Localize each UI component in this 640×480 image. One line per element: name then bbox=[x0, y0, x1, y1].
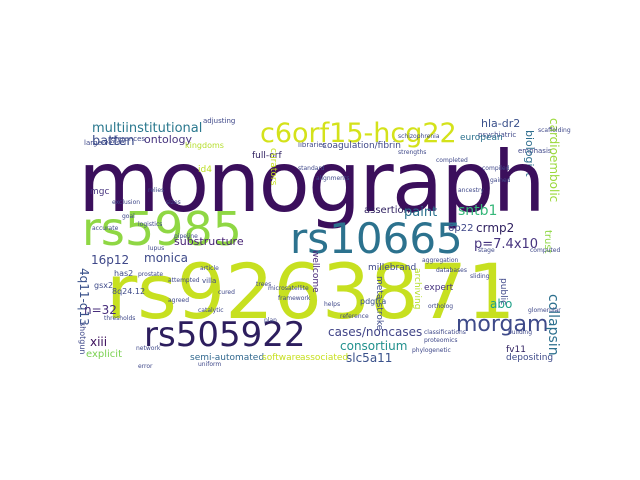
word-exclusion: exclusion bbox=[112, 200, 140, 206]
word-cloud: large-vessel references adjusting emphas… bbox=[78, 118, 566, 364]
word-framework: framework bbox=[278, 296, 310, 302]
word-thresholds: thresholds bbox=[104, 316, 135, 322]
word-strengths: strengths bbox=[398, 150, 426, 156]
word-gained: gained bbox=[490, 178, 510, 184]
word-gsx2: gsx2 bbox=[94, 282, 113, 290]
word-8q24.12: 8q24.12 bbox=[112, 288, 145, 296]
word-rs505922: rs505922 bbox=[144, 318, 305, 352]
word-lupus: lupus bbox=[148, 246, 164, 252]
word-has2: has2 bbox=[114, 270, 133, 278]
word-attempted: attempted bbox=[168, 278, 200, 284]
word-agreed: agreed bbox=[168, 298, 189, 304]
word-associated: associated bbox=[300, 354, 348, 363]
word-compiled: compiled bbox=[482, 166, 509, 172]
word-aggregation: aggregation bbox=[422, 258, 458, 264]
word-xiii: xiii bbox=[90, 336, 107, 348]
word-sizes: sizes bbox=[166, 200, 181, 206]
word-microsatellite: microsatellite bbox=[268, 286, 309, 292]
word-standard: standard bbox=[298, 166, 325, 172]
word-logistics: logistics bbox=[138, 222, 162, 228]
word-pipeline: pipeline bbox=[174, 234, 198, 240]
word-public: public bbox=[498, 278, 507, 305]
word-id4: id4 bbox=[198, 166, 212, 175]
word-error: error bbox=[138, 364, 153, 370]
word-expert: expert bbox=[424, 284, 453, 293]
word-building: building bbox=[508, 330, 532, 336]
word-ancestry: ancestry bbox=[458, 188, 484, 194]
word-prostate: prostate bbox=[138, 272, 163, 278]
word-villa: villa bbox=[202, 278, 216, 285]
word-paint: paint bbox=[404, 206, 437, 219]
word-millebrand: millebrand bbox=[368, 264, 416, 273]
word-crmp2: crmp2 bbox=[476, 222, 514, 234]
word-glomerular: glomerular bbox=[528, 308, 561, 314]
word-helps: helps bbox=[324, 302, 340, 308]
word-schizophrenia: schizophrenia bbox=[398, 134, 440, 140]
word-uniform: uniform bbox=[198, 362, 221, 368]
word-shotgun: shotgun bbox=[78, 322, 86, 355]
word-full-orf: mgc bbox=[90, 188, 109, 197]
word-network: network bbox=[136, 346, 160, 352]
word-goal: goal bbox=[122, 214, 135, 220]
word-classifications: classifications bbox=[424, 330, 466, 336]
word-ortholog: ortholog bbox=[428, 304, 453, 310]
word-article: article bbox=[200, 266, 219, 272]
word-morgam: morgam bbox=[456, 314, 548, 336]
word-hla-dr2: hla-dr2 bbox=[481, 118, 520, 129]
word-collapsin: collapsin bbox=[546, 294, 560, 356]
word-proteomics: proteomics bbox=[424, 338, 457, 344]
word-cases-noncases: cases/noncases bbox=[328, 326, 422, 338]
word-depositing: depositing bbox=[506, 354, 553, 363]
word-sliding: sliding bbox=[470, 274, 490, 280]
word-adjusting: adjusting bbox=[203, 118, 235, 125]
word-scaffolding: scaffolding bbox=[538, 128, 571, 134]
word-alignments: alignments bbox=[316, 176, 349, 182]
word-stage: stage bbox=[478, 248, 495, 254]
word-computed: computed bbox=[530, 248, 560, 254]
word-accurate: accurate bbox=[92, 226, 118, 232]
word-6p22: 6p22 bbox=[448, 224, 473, 234]
word-explicit: explicit bbox=[86, 350, 122, 360]
word-reference: reference bbox=[340, 314, 369, 320]
word-cured: cured bbox=[218, 290, 235, 296]
word-assertions: sntb1 bbox=[458, 204, 497, 218]
word-software: software bbox=[262, 354, 301, 363]
word-completed: completed bbox=[436, 158, 468, 164]
word-pdgfra: pdgfra bbox=[360, 298, 386, 306]
word-archiving: archiving bbox=[412, 268, 421, 309]
word-databases: databases bbox=[436, 268, 467, 274]
word-curators: curators bbox=[268, 148, 277, 185]
word-slc5a11: slc5a11 bbox=[346, 352, 392, 364]
word-catalytic: catalytic bbox=[198, 308, 224, 314]
word-phylogenetic: phylogenetic bbox=[412, 348, 451, 354]
word-4q11-q13: 4q11-q13 bbox=[78, 268, 90, 326]
word-wellcome: wellcome bbox=[310, 250, 319, 293]
word-plan: plan bbox=[264, 318, 277, 324]
word-relies: relies bbox=[148, 188, 164, 194]
